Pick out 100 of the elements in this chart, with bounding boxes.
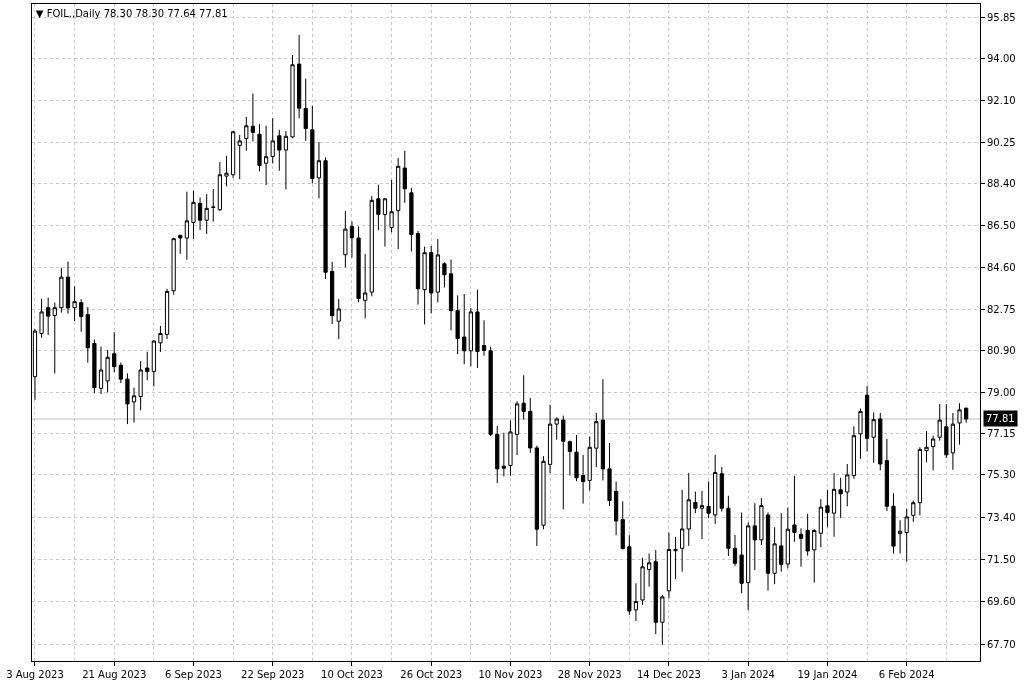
- candlestick: [587, 436, 592, 491]
- candlestick: [732, 534, 738, 567]
- candlestick: [290, 54, 295, 139]
- y-tick-label: 75.30: [987, 469, 1016, 481]
- candlestick: [389, 179, 394, 233]
- candlestick: [693, 491, 698, 514]
- candlestick: [349, 221, 355, 258]
- candlestick: [580, 454, 586, 505]
- candlestick: [884, 438, 889, 512]
- y-tick-label: 95.85: [987, 11, 1016, 23]
- candlestick: [164, 288, 170, 340]
- candlestick: [145, 351, 150, 381]
- candlestick: [554, 416, 559, 441]
- candlestick: [746, 522, 751, 611]
- candlestick: [964, 407, 969, 424]
- x-tick-label: 14 Dec 2023: [637, 669, 701, 680]
- candlestick: [184, 191, 189, 261]
- candlestick: [779, 512, 784, 573]
- candlestick: [277, 129, 282, 172]
- candlestick: [138, 360, 143, 411]
- y-tick-label: 79.00: [987, 387, 1016, 398]
- candlestick: [726, 495, 731, 557]
- candlestick: [541, 455, 546, 530]
- candlestick: [369, 195, 374, 297]
- candlestick: [336, 298, 341, 340]
- candlestick: [640, 557, 645, 606]
- candlestick: [647, 552, 652, 588]
- candlestick: [818, 498, 823, 548]
- candlestick: [363, 253, 368, 319]
- candlestick: [911, 499, 916, 523]
- candlestick: [666, 532, 672, 599]
- candlestick: [878, 412, 883, 471]
- x-tick-label: 26 Oct 2023: [400, 669, 463, 680]
- candlestick: [660, 594, 665, 646]
- candlestick: [950, 412, 956, 471]
- candlestick: [534, 445, 539, 547]
- candlestick: [805, 513, 810, 557]
- candlestick: [614, 481, 619, 536]
- candlestick: [72, 285, 77, 322]
- candlestick: [547, 404, 553, 474]
- y-tick-label: 73.40: [987, 511, 1016, 523]
- candlestick: [171, 237, 176, 296]
- y-tick-label: 67.70: [987, 638, 1016, 650]
- candlestick: [455, 294, 460, 355]
- candlestick: [79, 298, 84, 333]
- candlestick: [356, 225, 361, 303]
- candlestick: [600, 378, 606, 481]
- candlestick: [59, 267, 64, 314]
- x-tick-label: 28 Nov 2023: [557, 669, 622, 680]
- candlestick: [310, 105, 315, 184]
- y-tick-label: 80.90: [987, 344, 1016, 356]
- candlestick: [851, 425, 856, 480]
- candlestick: [422, 246, 427, 325]
- candlestick: [897, 519, 903, 554]
- candlestick: [957, 402, 962, 446]
- candlestick: [825, 489, 830, 528]
- candlestick: [891, 492, 896, 554]
- y-tick-label: 86.50: [987, 220, 1016, 232]
- candlestick: [250, 93, 256, 143]
- y-tick-label: 84.60: [987, 262, 1016, 274]
- candlestick: [514, 400, 520, 456]
- candlestick: [488, 346, 493, 437]
- candlestick: [131, 387, 137, 424]
- candlestick: [237, 134, 242, 180]
- x-tick-label: 22 Sep 2023: [241, 669, 305, 680]
- candlestick: [158, 325, 163, 353]
- candlestick: [772, 526, 777, 585]
- candlestick: [65, 261, 71, 315]
- y-tick-label: 92.10: [987, 95, 1016, 107]
- candlestick: [574, 434, 579, 482]
- candlestick: [376, 184, 381, 231]
- candlestick: [871, 411, 876, 464]
- candlestick: [785, 507, 790, 569]
- candlestick: [85, 306, 90, 364]
- candlestick: [607, 442, 612, 507]
- ref-line-label: 77.81: [986, 413, 1015, 424]
- candlestick: [594, 412, 599, 468]
- candlestick: [706, 481, 711, 519]
- candlestick: [297, 34, 302, 119]
- candlestick: [930, 435, 936, 471]
- candlestick: [475, 289, 480, 369]
- candlestick: [495, 425, 500, 484]
- candlestick: [864, 385, 870, 452]
- x-tick-label: 10 Oct 2023: [321, 669, 383, 680]
- candlestick: [105, 349, 110, 393]
- candlestick: [561, 415, 566, 510]
- y-tick-label: 71.50: [987, 553, 1016, 565]
- candlestick: [316, 141, 322, 199]
- candlestick: [343, 210, 348, 268]
- y-tick-label: 69.60: [987, 596, 1016, 608]
- candlestick: [204, 193, 209, 235]
- y-tick-label: 94.00: [987, 53, 1016, 65]
- candlestick: [858, 408, 863, 460]
- candlestick: [713, 454, 718, 525]
- candlestick: [52, 302, 57, 374]
- x-tick-label: 3 Jan 2024: [721, 669, 775, 680]
- y-tick-label: 88.40: [987, 177, 1016, 189]
- candlestick: [270, 117, 275, 164]
- candlestick: [448, 259, 454, 331]
- candlestick: [330, 261, 335, 325]
